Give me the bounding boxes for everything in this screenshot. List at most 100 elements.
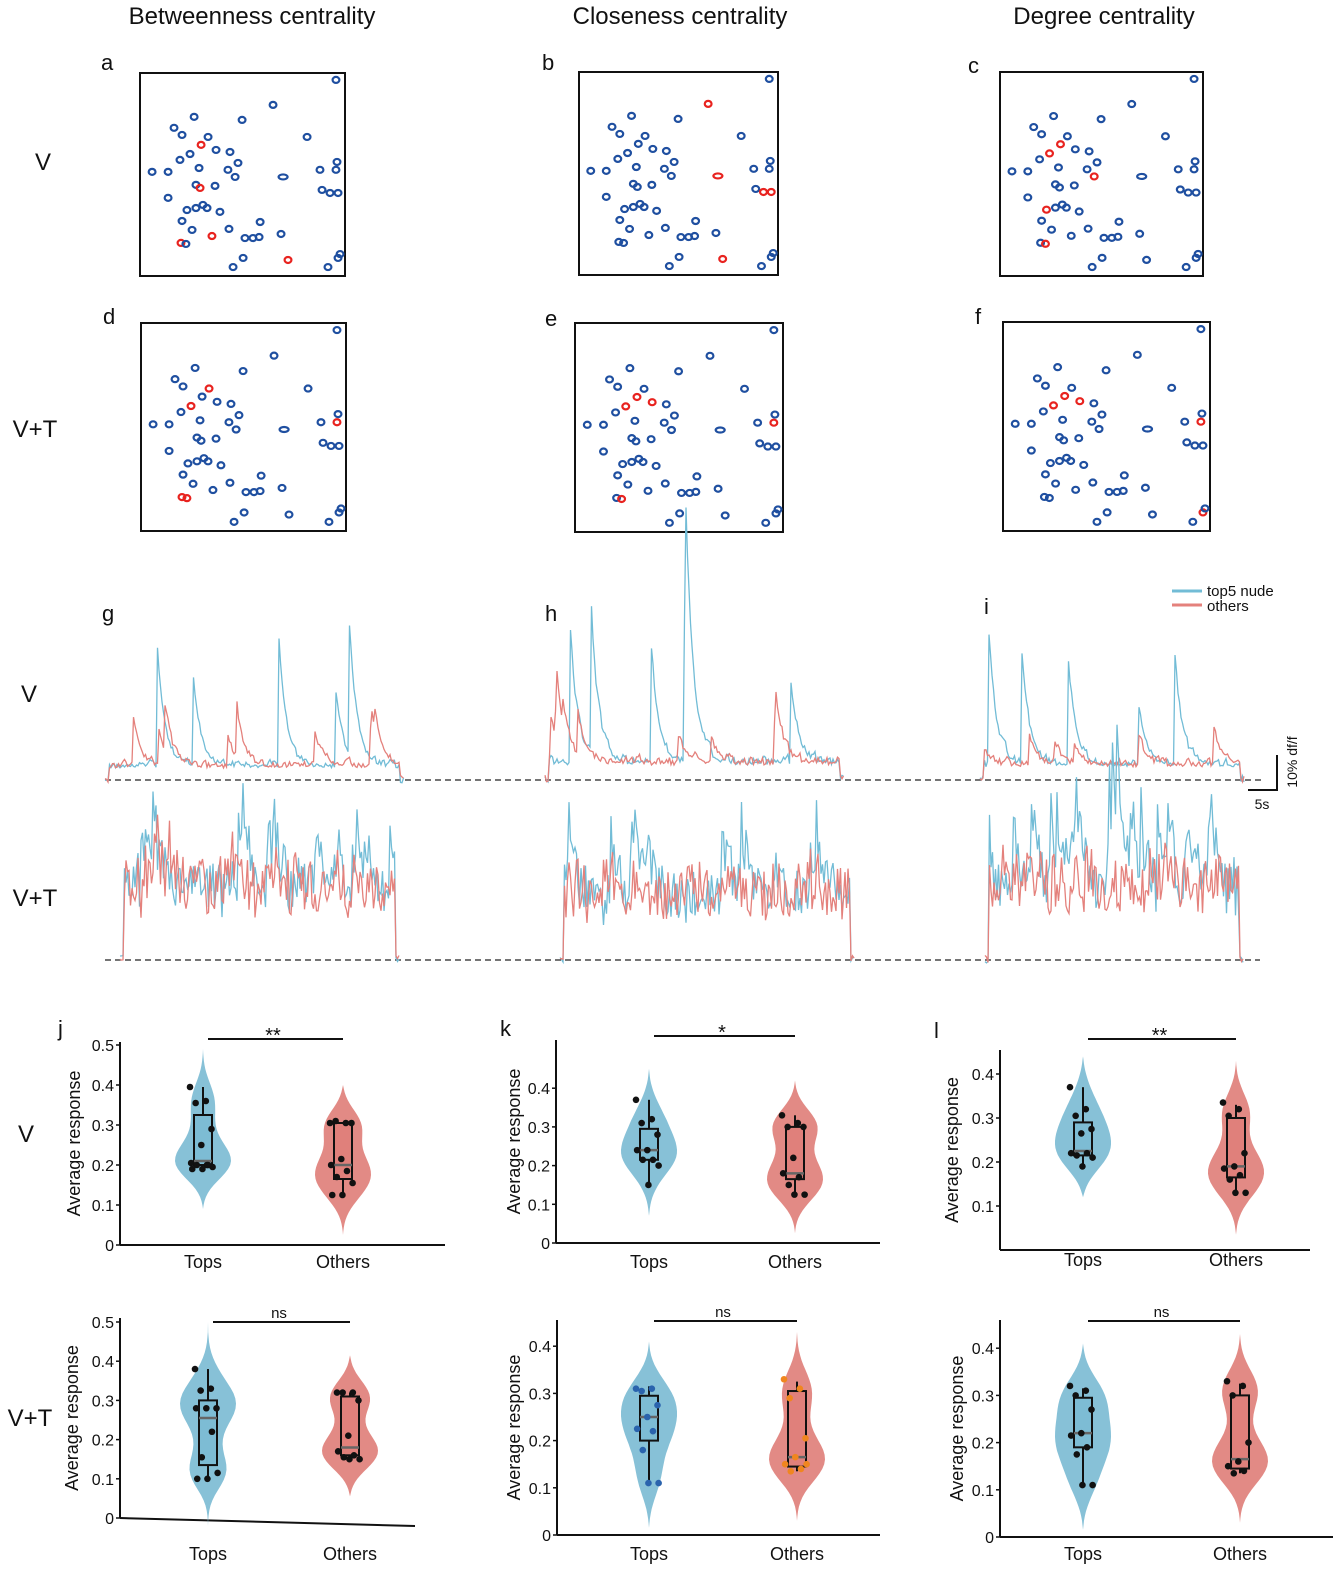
significance-label: ** <box>1152 1025 1168 1047</box>
neuron <box>740 384 750 393</box>
neuron <box>639 202 649 212</box>
data-point <box>787 1467 795 1475</box>
neuron <box>1037 216 1047 225</box>
data-point <box>778 1111 786 1119</box>
neuron <box>1045 458 1055 468</box>
neuron <box>652 206 662 215</box>
neuron <box>196 436 206 445</box>
neuron <box>1147 510 1157 519</box>
data-point <box>1219 1099 1227 1106</box>
panel-letter-d: d <box>103 304 115 329</box>
neuron <box>756 261 766 271</box>
data-point <box>349 1179 356 1187</box>
neuron <box>1198 441 1208 450</box>
panel-letter-a: a <box>101 50 114 75</box>
neuron <box>326 441 336 451</box>
y-tick-label: 0 <box>542 1528 551 1545</box>
neuron <box>675 509 685 518</box>
y-axis-label: Average response <box>64 1071 84 1217</box>
top5-neuron <box>204 384 214 393</box>
neuron <box>1173 165 1183 174</box>
top5-neuron <box>632 392 642 402</box>
y-tick-label: 0.2 <box>92 1158 114 1175</box>
row-label-violins-vt: V+T <box>8 1405 53 1432</box>
neuron <box>764 164 774 173</box>
data-point <box>334 1448 342 1455</box>
violin-panel-j2: 0 0.1 0.2 0.3 0.4 0.5 Average response ns Tops Ot… <box>62 1305 416 1564</box>
neuron <box>1113 232 1123 241</box>
top5-neuron <box>1055 140 1065 149</box>
neuron <box>268 100 278 109</box>
data-point <box>342 1119 350 1127</box>
top5-neuron <box>758 187 768 197</box>
top5-neuron <box>1196 417 1206 426</box>
neuron <box>336 504 346 513</box>
data-point <box>1235 1105 1243 1113</box>
data-point <box>208 1428 216 1436</box>
neuron <box>660 223 670 233</box>
neuron <box>228 262 238 272</box>
neuron <box>632 182 642 191</box>
data-point <box>795 1173 803 1181</box>
trace-g-vt-top5 <box>119 783 400 963</box>
data-point <box>801 1191 808 1198</box>
neuron <box>233 158 243 168</box>
x-tick-label: Others <box>316 1252 370 1272</box>
neuron <box>1135 229 1145 238</box>
neuron <box>627 111 637 120</box>
top5-neuron <box>766 187 776 197</box>
neuron <box>331 165 341 174</box>
neuron <box>1007 167 1017 176</box>
neuron <box>240 233 250 243</box>
neuron <box>1066 456 1076 466</box>
neuron <box>711 228 721 238</box>
neuron <box>231 425 241 434</box>
neuron <box>237 115 247 124</box>
x-tick-label: Tops <box>189 1544 227 1564</box>
data-point <box>1066 1083 1074 1091</box>
data-point <box>790 1154 797 1162</box>
y-axis-label: Average response <box>504 1355 524 1501</box>
top5-neuron <box>617 494 627 504</box>
neuron <box>332 325 342 335</box>
row-label-violins-v: V <box>18 1121 34 1148</box>
top5-neuron <box>196 140 206 149</box>
significance-label: ns <box>715 1304 731 1321</box>
significance-label: ns <box>271 1305 287 1322</box>
violin-panel-l2: 0 0.1 0.2 0.3 0.4 Average response ns Tops Other… <box>947 1304 1333 1564</box>
trace-h-vt-top5 <box>559 800 855 965</box>
neuron <box>1190 441 1200 450</box>
top5-neuron <box>176 238 186 248</box>
neuron <box>625 224 635 234</box>
data-point <box>1245 1439 1252 1446</box>
neuron <box>302 132 312 142</box>
box <box>1073 1396 1093 1449</box>
data-point <box>655 1479 662 1487</box>
neuron <box>643 486 653 495</box>
top5-neuron <box>182 494 192 503</box>
data-point <box>781 1460 789 1468</box>
neuron <box>773 505 783 514</box>
data-point <box>1225 1112 1232 1120</box>
box <box>1073 1121 1093 1157</box>
neuron <box>1140 483 1150 492</box>
panel-letter-h: h <box>545 601 557 626</box>
neuron <box>170 375 180 384</box>
neuron <box>1092 517 1102 526</box>
neuron <box>666 171 676 181</box>
neuron <box>1101 366 1111 375</box>
data-point <box>649 1427 657 1435</box>
neuron <box>1059 436 1069 445</box>
data-point <box>1072 1112 1079 1120</box>
neuron <box>661 400 671 409</box>
neuron <box>1089 399 1099 408</box>
neuron <box>224 224 234 234</box>
data-point <box>639 1156 647 1164</box>
neuron <box>769 326 779 335</box>
neuron <box>278 425 290 434</box>
x-tick-label: Others <box>323 1544 377 1564</box>
neuron <box>254 232 264 242</box>
top5-neuron <box>283 255 293 265</box>
neuron <box>1196 325 1206 334</box>
